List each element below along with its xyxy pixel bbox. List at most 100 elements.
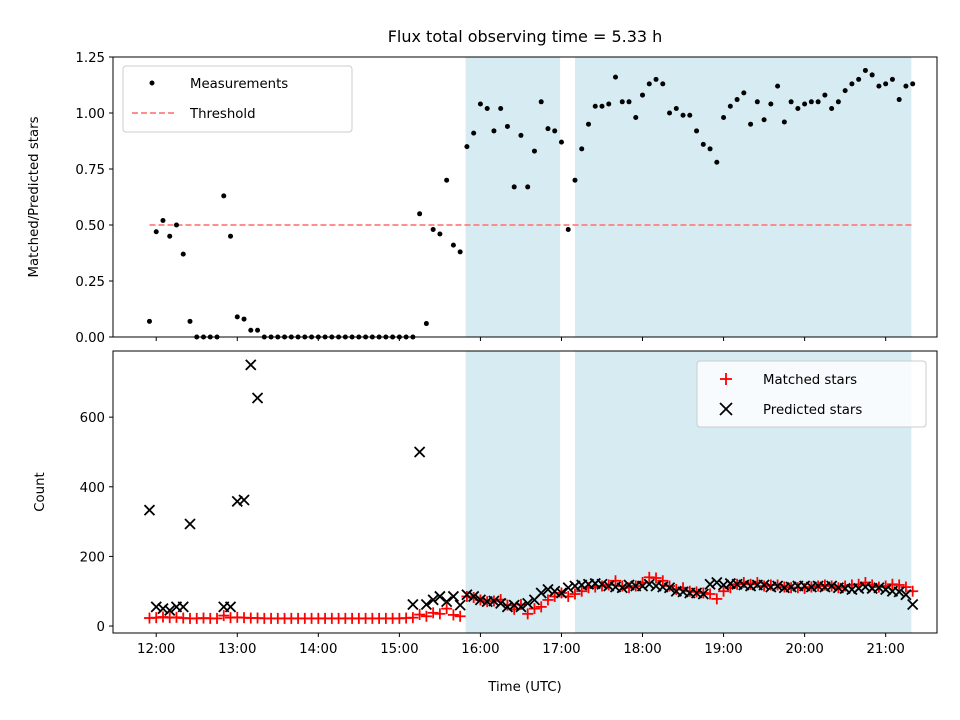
predicted-point-28 bbox=[508, 599, 520, 611]
measurement-point-86 bbox=[727, 103, 733, 109]
measurement-point-82 bbox=[700, 141, 706, 147]
predicted-point-9 bbox=[231, 495, 243, 508]
matched-point-11 bbox=[218, 610, 230, 622]
predicted-point-33 bbox=[542, 583, 554, 596]
predicted-point-57 bbox=[704, 578, 716, 590]
x-axis-label: Time (UTC) bbox=[487, 680, 562, 695]
predicted-point-80 bbox=[859, 581, 872, 593]
matched-point-59 bbox=[542, 594, 554, 606]
matched-point-43 bbox=[434, 608, 446, 620]
measurement-point-68 bbox=[606, 101, 612, 107]
predicted-point-20 bbox=[454, 599, 466, 611]
predicted-point-65 bbox=[758, 579, 770, 591]
top-legend: Measurements Threshold bbox=[122, 65, 353, 133]
predicted-point-10 bbox=[238, 494, 250, 506]
measurement-point-12 bbox=[228, 233, 234, 239]
predicted-point-21 bbox=[461, 589, 473, 601]
predicted-point-15 bbox=[420, 598, 433, 611]
predicted-point-3 bbox=[164, 604, 176, 617]
top-y-tick-label-4: 1.00 bbox=[75, 107, 105, 122]
matched-point-69 bbox=[610, 575, 622, 587]
predicted-point-82 bbox=[873, 582, 885, 594]
bottom-y-axis-label: Count bbox=[33, 472, 48, 512]
measurement-point-108 bbox=[876, 83, 882, 89]
predicted-point-59 bbox=[717, 579, 730, 591]
predicted-point-1 bbox=[150, 601, 162, 613]
predicted-point-25 bbox=[488, 595, 500, 607]
bottom-y-tick-label-3: 600 bbox=[80, 411, 105, 426]
predicted-point-6 bbox=[184, 518, 196, 530]
x-tick-label-1: 13:00 bbox=[218, 642, 256, 657]
predicted-point-75 bbox=[825, 580, 838, 592]
top-axes-frame bbox=[112, 56, 938, 338]
measurement-point-15 bbox=[248, 327, 254, 333]
predicted-point-23 bbox=[474, 594, 487, 606]
matched-point-40 bbox=[414, 609, 426, 621]
bottom-y-tick-label-2: 400 bbox=[80, 481, 105, 496]
measurement-point-52 bbox=[498, 106, 504, 112]
predicted-point-32 bbox=[535, 587, 547, 599]
matched-point-56 bbox=[522, 608, 534, 620]
measurement-point-63 bbox=[572, 177, 578, 183]
measurement-point-61 bbox=[558, 139, 564, 145]
predicted-point-18 bbox=[441, 596, 453, 608]
measurement-point-88 bbox=[741, 90, 747, 96]
predicted-point-67 bbox=[771, 580, 784, 592]
predicted-point-36 bbox=[562, 582, 574, 594]
x-tick-label-5: 17:00 bbox=[542, 642, 580, 657]
predicted-point-27 bbox=[501, 601, 514, 613]
measurement-point-83 bbox=[707, 146, 713, 152]
measurement-point-95 bbox=[788, 99, 794, 105]
matched-point-45 bbox=[447, 609, 459, 621]
bottom-x-axis: 12:00 13:00 14:00 15:00 16:00 17:00 18:00 19:00… bbox=[137, 633, 905, 657]
measurement-point-64 bbox=[579, 146, 585, 152]
measurement-point-44 bbox=[444, 177, 450, 183]
measurement-point-65 bbox=[585, 121, 591, 127]
measurement-point-96 bbox=[795, 106, 801, 112]
predicted-point-83 bbox=[880, 583, 892, 596]
top-shaded-intervals bbox=[465, 57, 912, 337]
measurement-point-43 bbox=[437, 231, 443, 237]
predicted-point-85 bbox=[893, 586, 905, 598]
predicted-point-47 bbox=[636, 580, 649, 592]
measurement-point-107 bbox=[869, 72, 875, 78]
top-x-ticks bbox=[155, 337, 887, 341]
predicted-point-51 bbox=[663, 582, 676, 594]
predicted-point-16 bbox=[427, 594, 439, 606]
measurement-point-72 bbox=[633, 114, 639, 120]
matched-point-63 bbox=[569, 588, 581, 600]
measurement-point-103 bbox=[842, 88, 848, 94]
x-tick-label-2: 14:00 bbox=[299, 642, 337, 657]
predicted-point-8 bbox=[224, 601, 237, 613]
measurement-point-60 bbox=[552, 128, 558, 134]
predicted-point-13 bbox=[407, 598, 419, 611]
predicted-point-17 bbox=[434, 590, 446, 603]
measurement-point-50 bbox=[484, 106, 490, 112]
predicted-point-34 bbox=[549, 585, 561, 597]
matched-point-84 bbox=[711, 593, 723, 605]
measurement-point-85 bbox=[721, 114, 727, 120]
legend-label-matched: Matched stars bbox=[763, 373, 857, 388]
predicted-point-29 bbox=[515, 601, 527, 613]
measurement-point-70 bbox=[619, 99, 625, 105]
measurement-point-89 bbox=[748, 121, 754, 127]
measurement-point-48 bbox=[471, 130, 477, 136]
top-y-tick-label-1: 0.25 bbox=[75, 275, 105, 290]
top-y-tick-label-5: 1.25 bbox=[75, 51, 105, 66]
measurement-point-14 bbox=[241, 316, 247, 322]
matched-point-76 bbox=[657, 575, 669, 587]
measurement-point-111 bbox=[896, 97, 902, 103]
measurement-point-105 bbox=[856, 76, 862, 82]
measurement-point-90 bbox=[754, 99, 760, 105]
measurement-point-2 bbox=[160, 218, 166, 224]
matched-point-57 bbox=[528, 603, 540, 615]
predicted-point-19 bbox=[447, 590, 460, 603]
matched-point-46 bbox=[454, 610, 466, 622]
predicted-point-41 bbox=[596, 578, 608, 590]
bottom-y-tick-label-0: 0 bbox=[97, 620, 105, 635]
matched-point-41 bbox=[420, 610, 432, 622]
predicted-point-56 bbox=[697, 588, 709, 600]
measurement-point-40 bbox=[417, 211, 423, 217]
matched-point-85 bbox=[718, 585, 730, 597]
